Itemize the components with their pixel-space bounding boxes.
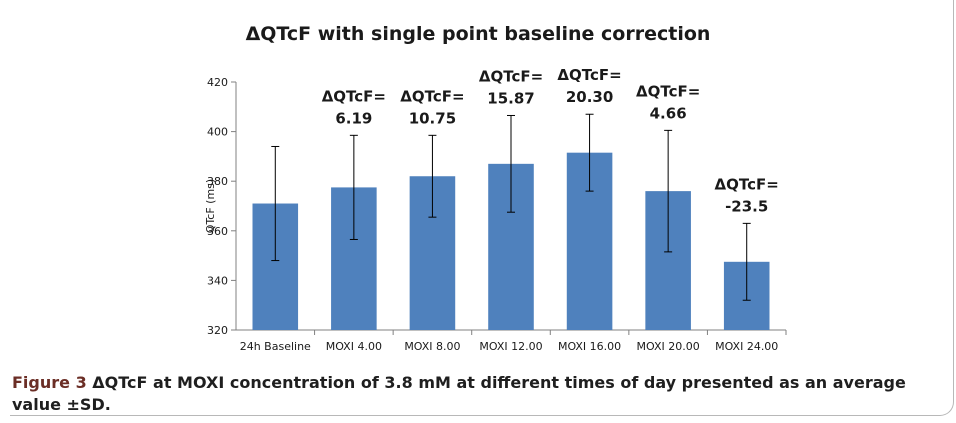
x-tick-label: MOXI 24.00: [715, 340, 778, 353]
data-annotation: ΔQTcF= -23.5: [715, 175, 779, 215]
y-axis-label: QTcF (ms): [204, 179, 217, 233]
data-annotation: ΔQTcF= 15.87: [479, 67, 543, 107]
y-tick-label: 340: [207, 274, 228, 287]
y-tick-label: 380: [207, 175, 228, 188]
x-tick-label: 24h Baseline: [240, 340, 311, 353]
data-annotation: ΔQTcF= 20.30: [557, 66, 621, 106]
caption-text: ΔQTcF at MOXI concentration of 3.8 mM at…: [12, 373, 906, 414]
y-tick-label: 320: [207, 324, 228, 337]
bar-chart: ΔQTcF with single point baseline correct…: [204, 23, 787, 353]
x-tick-label: MOXI 20.00: [637, 340, 700, 353]
x-tick-label: MOXI 16.00: [558, 340, 621, 353]
y-tick-label: 360: [207, 225, 228, 238]
x-tick-label: MOXI 8.00: [404, 340, 460, 353]
data-annotation: ΔQTcF= 10.75: [400, 87, 464, 127]
figure-frame: [10, 0, 954, 416]
figure-caption: Figure 3 ΔQTcF at MOXI concentration of …: [12, 372, 942, 416]
x-tick-label: MOXI 12.00: [479, 340, 542, 353]
y-tick-label: 420: [207, 76, 228, 89]
x-tick-label: MOXI 4.00: [326, 340, 382, 353]
data-annotation: ΔQTcF= 6.19: [322, 87, 386, 127]
chart-title: ΔQTcF with single point baseline correct…: [246, 23, 711, 45]
y-tick-label: 400: [207, 126, 228, 139]
data-annotation: ΔQTcF= 4.66: [636, 82, 700, 122]
caption-label: Figure 3: [12, 373, 87, 392]
